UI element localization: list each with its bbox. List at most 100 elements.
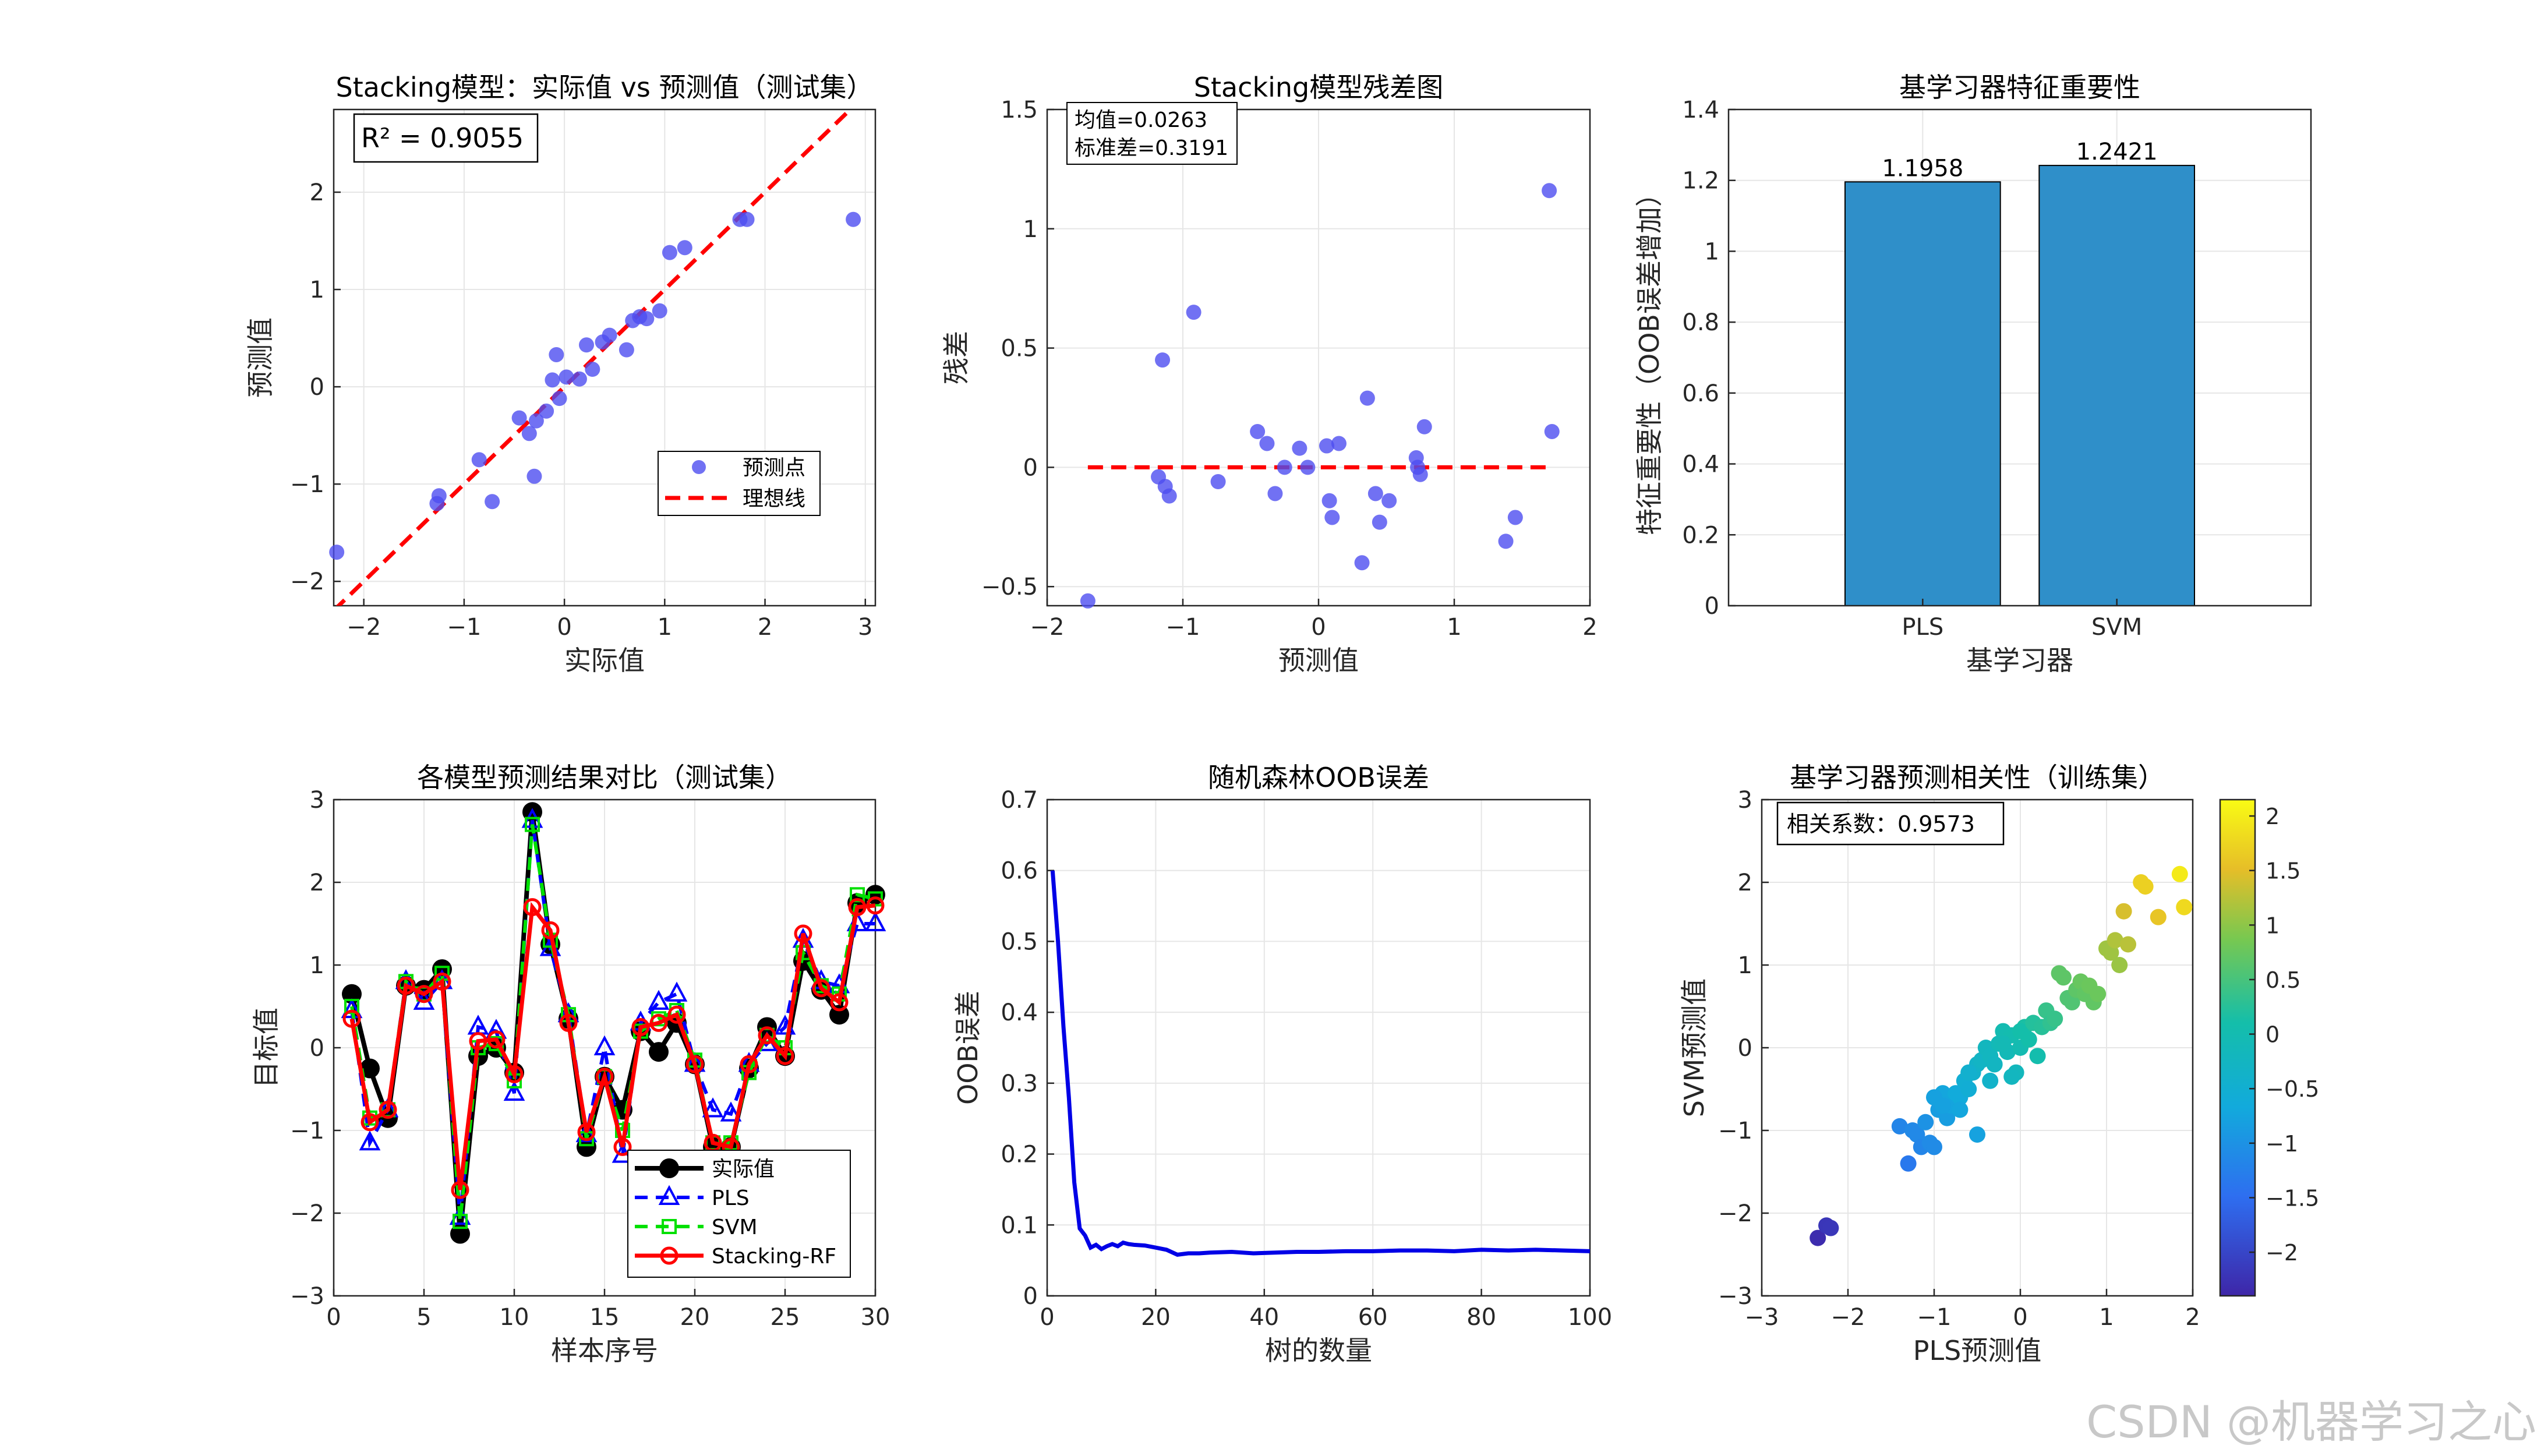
- data-point: [511, 410, 527, 426]
- data-point: [1277, 460, 1292, 475]
- marker-actual: [659, 1158, 679, 1178]
- legend: 实际值 PLS SVM Stacking-RF: [627, 1150, 851, 1278]
- y-tick-label: −1: [290, 471, 324, 498]
- marker-stacking: [342, 1009, 361, 1028]
- data-point: [1507, 510, 1523, 525]
- y-axis-label: 特征重要性（OOB误差增加）: [1634, 180, 1665, 535]
- data-point: [677, 240, 692, 256]
- y-tick-label: 0.6: [1682, 380, 1719, 407]
- y-tick-label: 0.4: [1682, 451, 1719, 478]
- data-point: [521, 426, 537, 441]
- stats-box: [1066, 102, 1238, 165]
- x-tick-label: −3: [1745, 1304, 1779, 1331]
- plot-title: Stacking模型：实际值 vs 预测值（测试集）: [336, 72, 874, 103]
- x-tick-label: 5: [416, 1304, 431, 1331]
- x-tick-label: 2: [1582, 614, 1597, 641]
- data-point: [1900, 1155, 1917, 1172]
- marker-actual: [649, 1042, 669, 1062]
- data-point: [1960, 1064, 1977, 1081]
- x-tick-label: −1: [1166, 614, 1200, 641]
- marker-svm: [662, 1219, 677, 1234]
- legend-label: 理想线: [743, 487, 805, 511]
- data-point: [662, 245, 677, 260]
- marker-stacking: [469, 1032, 487, 1051]
- data-point: [1986, 1056, 2003, 1073]
- y-tick-label: 0.3: [1001, 1070, 1038, 1097]
- data-point: [1917, 1114, 1934, 1130]
- x-tick-label: 0: [1311, 614, 1326, 641]
- y-tick-label: 1: [310, 952, 324, 979]
- marker-stacking: [660, 1246, 678, 1265]
- bar-svm: [2038, 165, 2195, 606]
- data-point: [1544, 423, 1560, 439]
- x-tick-label: PLS: [1902, 614, 1943, 641]
- marker-actual: [360, 1058, 380, 1079]
- x-axis-label: 样本序号: [551, 1335, 658, 1366]
- x-tick-label: 2: [2185, 1304, 2200, 1331]
- corr-box: [1776, 801, 2005, 846]
- stats-std: 标准差=0.3191: [1075, 136, 1228, 160]
- legend-label: PLS: [712, 1186, 750, 1210]
- x-tick-label: 0: [2013, 1304, 2027, 1331]
- y-tick-label: 0.1: [1001, 1212, 1038, 1239]
- x-tick-label: −2: [1030, 614, 1065, 641]
- y-tick-label: 0.8: [1682, 309, 1719, 336]
- data-point: [739, 211, 755, 227]
- data-point: [1969, 1126, 1985, 1143]
- axes-frame: [333, 108, 877, 607]
- x-tick-label: 1: [2099, 1304, 2114, 1331]
- x-tick-label: 60: [1358, 1304, 1388, 1331]
- plot-title: 基学习器特征重要性: [1899, 72, 2140, 103]
- x-axis-label: 树的数量: [1265, 1335, 1372, 1366]
- data-point: [571, 371, 587, 387]
- data-point: [485, 494, 500, 510]
- marker-stacking: [595, 1068, 614, 1086]
- data-point: [2055, 969, 2072, 986]
- data-point: [652, 303, 667, 319]
- colorbar-tick-label: 0: [2266, 1022, 2280, 1048]
- y-tick-label: 2: [1738, 870, 1752, 896]
- x-tick-label: 40: [1249, 1304, 1279, 1331]
- y-tick-label: −3: [290, 1283, 324, 1310]
- corr-annotation: 相关系数：0.9573: [1787, 811, 1975, 837]
- data-point: [471, 452, 487, 468]
- marker-svm: [868, 891, 883, 907]
- y-tick-label: 1.2: [1682, 168, 1719, 195]
- plot-title: 基学习器预测相关性（训练集）: [1790, 762, 2165, 793]
- oob-error-line: [1050, 870, 1591, 1257]
- colorbar-tick-label: −1: [2266, 1131, 2298, 1157]
- data-point: [2102, 944, 2119, 961]
- marker-stacking: [758, 1026, 776, 1045]
- data-point: [2107, 932, 2123, 949]
- y-tick-label: −1: [1718, 1118, 1752, 1144]
- marker-stacking: [631, 1018, 650, 1036]
- data-point: [2047, 1010, 2063, 1027]
- y-tick-label: 1.4: [1682, 97, 1719, 123]
- y-tick-label: 2: [310, 870, 324, 896]
- legend-label: 实际值: [712, 1157, 775, 1181]
- marker-pls: [648, 989, 670, 1010]
- data-point: [1354, 555, 1370, 571]
- data-point: [2120, 936, 2136, 953]
- data-point: [1412, 467, 1428, 482]
- data-point: [846, 211, 861, 227]
- r2-box: [353, 113, 539, 163]
- colorbar: −2 −1.5 −1 −0.5 0 0.5 1 1.5 2: [2219, 798, 2319, 1297]
- data-point: [2063, 994, 2080, 1010]
- x-tick-label: 1: [658, 614, 672, 641]
- y-tick-label: −2: [1718, 1200, 1752, 1227]
- data-point: [552, 391, 567, 407]
- y-tick-label: 0.7: [1001, 787, 1038, 814]
- plot-title: 各模型预测结果对比（测试集）: [417, 762, 792, 793]
- data-point: [1416, 419, 1432, 434]
- marker-stacking: [794, 924, 812, 943]
- y-tick-label: −2: [290, 1200, 324, 1227]
- y-tick-label: 0: [310, 374, 324, 401]
- marker-stacking: [776, 1047, 794, 1065]
- y-tick-label: 0: [1705, 593, 1719, 620]
- data-point: [2137, 878, 2154, 895]
- colorbar-tick-label: −0.5: [2266, 1076, 2319, 1102]
- y-tick-label: 3: [1738, 787, 1752, 814]
- plot-title: Stacking模型残差图: [1194, 72, 1444, 103]
